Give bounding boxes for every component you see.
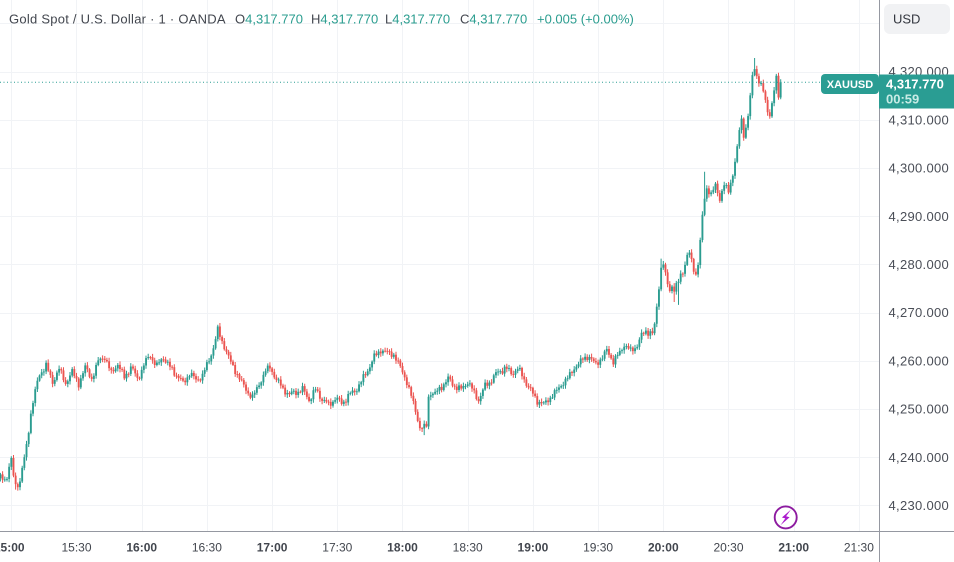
- svg-text:O4,317.770: O4,317.770: [235, 12, 303, 27]
- svg-text:18:00: 18:00: [387, 541, 418, 555]
- svg-text:19:00: 19:00: [518, 541, 549, 555]
- svg-text:4,260.000: 4,260.000: [889, 353, 950, 368]
- svg-text:4,300.000: 4,300.000: [889, 161, 950, 176]
- svg-text:21:30: 21:30: [844, 541, 874, 555]
- svg-text:4,290.000: 4,290.000: [889, 209, 950, 224]
- svg-text:18:30: 18:30: [453, 541, 483, 555]
- svg-text:4,230.000: 4,230.000: [889, 498, 950, 513]
- svg-text:16:00: 16:00: [126, 541, 157, 555]
- svg-text:16:30: 16:30: [192, 541, 222, 555]
- svg-text:4,250.000: 4,250.000: [889, 402, 950, 417]
- svg-text:19:30: 19:30: [583, 541, 613, 555]
- svg-text:4,270.000: 4,270.000: [889, 305, 950, 320]
- svg-text:C4,317.770: C4,317.770: [460, 12, 527, 27]
- svg-text:L4,317.770: L4,317.770: [385, 12, 450, 27]
- svg-text:15:00: 15:00: [0, 541, 25, 555]
- svg-text:XAUUSD: XAUUSD: [827, 79, 874, 91]
- svg-text:21:00: 21:00: [778, 541, 809, 555]
- svg-text:00:59: 00:59: [886, 92, 919, 107]
- svg-text:20:00: 20:00: [648, 541, 679, 555]
- svg-text:4,240.000: 4,240.000: [889, 450, 950, 465]
- svg-text:USD: USD: [893, 12, 920, 27]
- svg-text:H4,317.770: H4,317.770: [311, 12, 378, 27]
- svg-text:4,280.000: 4,280.000: [889, 257, 950, 272]
- svg-text:4,317.770: 4,317.770: [886, 77, 944, 92]
- svg-text:Gold Spot / U.S. Dollar · 1 ·: Gold Spot / U.S. Dollar · 1 · OANDA: [9, 12, 226, 27]
- svg-text:20:30: 20:30: [713, 541, 743, 555]
- svg-text:17:00: 17:00: [257, 541, 288, 555]
- svg-text:4,310.000: 4,310.000: [889, 112, 950, 127]
- svg-text:+0.005 (+0.00%): +0.005 (+0.00%): [537, 12, 634, 27]
- svg-text:17:30: 17:30: [322, 541, 352, 555]
- svg-text:15:30: 15:30: [61, 541, 91, 555]
